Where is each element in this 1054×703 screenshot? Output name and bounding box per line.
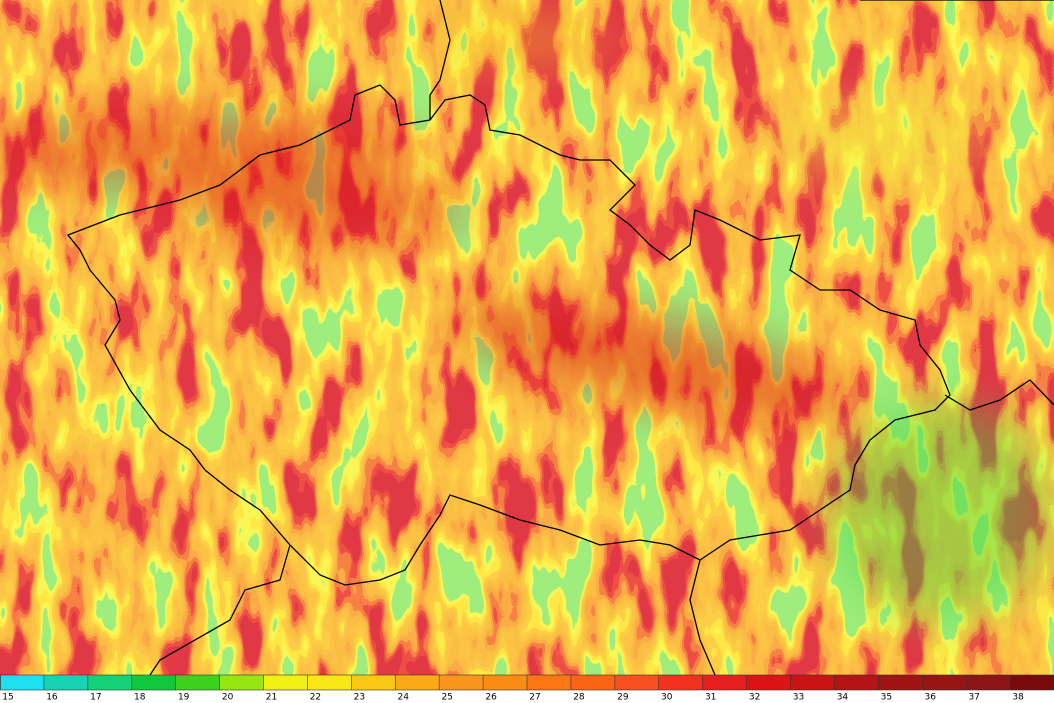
colorbar-label: 23 (354, 693, 365, 703)
colorbar-label: 20 (222, 693, 234, 703)
colorbar-label: 34 (837, 693, 849, 703)
color-swatch (87, 675, 133, 690)
color-swatch (614, 675, 660, 690)
colorbar-label: 29 (617, 693, 629, 703)
colorbar-label: 25 (441, 693, 452, 703)
color-swatch (1010, 675, 1054, 690)
temperature-field (0, 0, 1054, 675)
colorbar-label: 31 (705, 693, 716, 703)
color-swatch (43, 675, 89, 690)
colorbar-label: 16 (46, 693, 58, 703)
colorbar-label: 22 (310, 693, 321, 703)
color-swatch (570, 675, 616, 690)
colorbar-label: 21 (266, 693, 277, 703)
colorbar-label: 37 (968, 693, 979, 703)
color-swatch (790, 675, 835, 690)
colorbar-label: 19 (178, 693, 190, 703)
colorbar: 15 16 17 18 19 20 21 22 23 24 25 26 27 28 29 30 31 32 33 34… (0, 674, 1054, 703)
colorbar-label: 24 (398, 693, 410, 703)
colorbar-label: 35 (881, 693, 892, 703)
color-swatch (307, 675, 352, 690)
color-swatch (131, 675, 177, 690)
color-swatch (439, 675, 484, 690)
colorbar-label: 15 (2, 693, 13, 703)
colorbar-label: 33 (793, 693, 804, 703)
colorbar-label: 26 (485, 693, 497, 703)
color-swatch (483, 675, 528, 690)
color-swatch (834, 675, 879, 690)
colorbar-label: 28 (573, 693, 585, 703)
color-swatch (351, 675, 396, 690)
colorbar-label: 36 (925, 693, 937, 703)
color-swatch (395, 675, 440, 690)
color-swatch (702, 675, 748, 690)
colorbar-label: 38 (1012, 693, 1024, 703)
color-swatch (527, 675, 572, 690)
color-swatch (658, 675, 704, 690)
color-swatch (922, 675, 967, 690)
color-swatch (219, 675, 264, 690)
colorbar-label: 27 (529, 693, 540, 703)
color-swatch (966, 675, 1011, 690)
colorbar-label: 32 (749, 693, 760, 703)
color-swatch (175, 675, 221, 690)
colorbar-label: 17 (90, 693, 101, 703)
colorbar-label: 18 (134, 693, 146, 703)
color-swatch (878, 675, 923, 690)
color-swatch (0, 675, 45, 690)
color-swatch (263, 675, 308, 690)
colorbar-label: 30 (661, 693, 673, 703)
borders (66, 0, 1054, 676)
color-swatch (746, 675, 791, 690)
